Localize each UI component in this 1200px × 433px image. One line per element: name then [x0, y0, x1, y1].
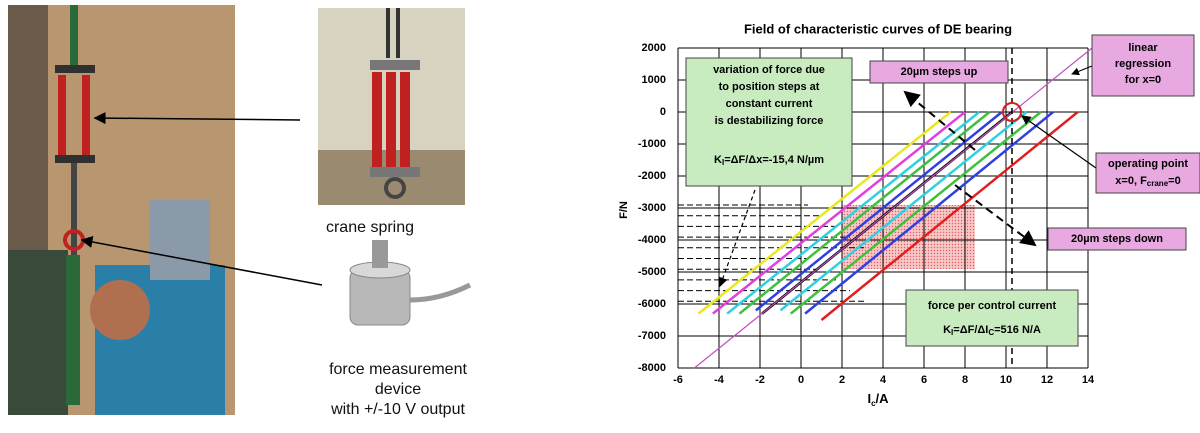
- annotation: operating point: [1108, 158, 1188, 170]
- x-tick-label: -2: [755, 374, 765, 386]
- annotation: KI=ΔF/ΔIC=516 N/A: [943, 324, 1041, 337]
- part: =516 N/A: [994, 324, 1041, 336]
- annotation: constant current: [726, 98, 813, 110]
- annotation: KI=ΔF/Δx=-15,4 N/µm: [714, 154, 824, 167]
- force-device-photo: [349, 240, 472, 326]
- curve: [820, 111, 1079, 321]
- annotation: force per control current: [928, 300, 1057, 312]
- x-tick-label: 10: [1000, 374, 1012, 386]
- annotation-box: [905, 289, 1079, 347]
- arrow: [93, 112, 301, 125]
- y-tick-label: -4000: [638, 234, 666, 246]
- x-tick-label: -6: [673, 374, 683, 386]
- y-tick-label: -8000: [638, 362, 666, 374]
- annotation: is destabilizing force: [715, 115, 824, 127]
- arrow: [1021, 115, 1097, 169]
- y-axis-label: F/N: [618, 201, 630, 219]
- annotation: to position steps at: [719, 81, 820, 93]
- arrow: [903, 90, 976, 151]
- annotation: x=0, Fcrane=0: [1115, 175, 1180, 188]
- x-axis-label: Ic/A: [867, 391, 889, 408]
- x-tick-label: 8: [962, 374, 968, 386]
- crane-spring-photo: [318, 8, 465, 205]
- y-tick-label: -1000: [638, 138, 666, 150]
- arrow: [1071, 65, 1093, 76]
- part: =ΔF/ΔI: [953, 324, 988, 336]
- annotation: 20µm steps up: [901, 66, 978, 78]
- curve: [779, 111, 1028, 312]
- curve: [697, 111, 952, 315]
- curve: [804, 111, 1054, 315]
- part: =0: [1168, 175, 1181, 187]
- part: x=0, F: [1115, 175, 1147, 187]
- curve: [694, 47, 1093, 369]
- label-part: c: [871, 399, 876, 408]
- decorations: [1002, 48, 1022, 368]
- annotation: variation of force due: [713, 64, 825, 76]
- test-rig-photo: [8, 5, 235, 415]
- x-tick-label: 14: [1082, 374, 1095, 386]
- y-tick-label: -6000: [638, 298, 666, 310]
- part: K: [943, 324, 951, 336]
- part: I: [722, 158, 724, 167]
- annotation-box: [1047, 227, 1187, 251]
- y-tick-label: -3000: [638, 202, 666, 214]
- x-tick-label: 6: [921, 374, 927, 386]
- y-tick-label: 2000: [642, 42, 666, 54]
- arrow: [80, 236, 323, 286]
- x-tick-label: 2: [839, 374, 845, 386]
- label-part: /A: [876, 391, 890, 406]
- caption: with +/-10 V output: [330, 401, 465, 418]
- operating-point-circle: [1002, 102, 1022, 122]
- curve: [738, 111, 991, 315]
- y-tick-label: -7000: [638, 330, 666, 342]
- caption: force measurement: [329, 361, 467, 378]
- y-tick-label: -5000: [638, 266, 666, 278]
- label-part: I: [867, 391, 871, 406]
- curve: [755, 111, 1003, 312]
- chart-title: Field of characteristic curves of DE bea…: [744, 21, 1012, 36]
- y-tick-label: -2000: [638, 170, 666, 182]
- annotation: 20µm steps down: [1071, 233, 1163, 245]
- y-tick-label: 1000: [642, 74, 666, 86]
- y-tick-label: 0: [660, 106, 666, 118]
- part: I: [951, 328, 953, 337]
- caption: crane spring: [326, 219, 414, 236]
- curve: [789, 111, 1042, 315]
- annotation: regression: [1115, 58, 1172, 70]
- part: C: [988, 328, 994, 337]
- x-tick-label: 0: [798, 374, 804, 386]
- x-tick-label: -4: [714, 374, 725, 386]
- curve: [712, 111, 966, 315]
- part: =ΔF/Δx=-15,4 N/µm: [724, 154, 824, 166]
- annotation-box: [1095, 152, 1200, 194]
- x-tick-label: 12: [1041, 374, 1053, 386]
- annotation-box: [685, 57, 853, 187]
- arrow: [954, 184, 1037, 247]
- shaded-region: [842, 205, 975, 269]
- annotation: for x=0: [1125, 74, 1161, 86]
- arrow: [718, 189, 756, 288]
- curve: [726, 111, 981, 315]
- annotation-box: [1091, 34, 1195, 97]
- annotation: linear: [1128, 42, 1158, 54]
- part: crane: [1147, 179, 1169, 188]
- annotation-box: [869, 60, 1009, 84]
- x-tick-label: 4: [880, 374, 887, 386]
- caption: device: [375, 381, 421, 398]
- part: K: [714, 154, 722, 166]
